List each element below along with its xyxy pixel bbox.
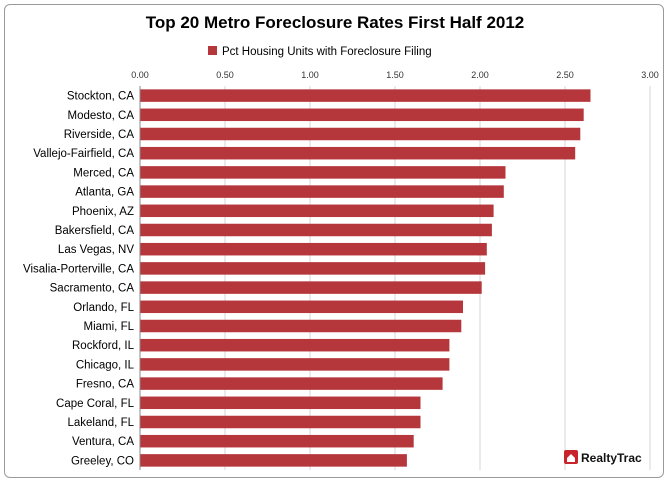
y-tick-label: Phoenix, AZ — [72, 206, 134, 218]
y-tick-label: Modesto, CA — [68, 110, 135, 122]
bars — [140, 89, 591, 467]
bar — [140, 281, 482, 294]
bar — [140, 262, 486, 275]
bar — [140, 454, 407, 467]
bar — [140, 108, 584, 122]
bar — [140, 166, 506, 179]
x-tick-label: 2.50 — [556, 70, 574, 80]
bar — [140, 358, 450, 371]
bar — [140, 89, 591, 102]
y-tick-label: Fresno, CA — [76, 379, 134, 391]
legend: Pct Housing Units with Foreclosure Filin… — [208, 46, 432, 58]
x-tick-label: 0.50 — [216, 70, 234, 80]
y-tick-label: Rockford, IL — [72, 340, 135, 352]
x-tick-label: 1.00 — [301, 70, 319, 80]
y-tick-label: Bakersfield, CA — [55, 225, 135, 237]
legend-label: Pct Housing Units with Foreclosure Filin… — [222, 46, 432, 58]
y-tick-label: Stockton, CA — [67, 91, 134, 103]
y-tick-label: Atlanta, GA — [75, 187, 134, 199]
bar — [140, 319, 462, 333]
realtytrac-logo: RealtyTrac — [564, 450, 642, 465]
y-tick-label: Visalia-Porterville, CA — [23, 263, 134, 275]
bar — [140, 223, 492, 237]
y-tick-label: Vallejo-Fairfield, CA — [33, 148, 134, 160]
y-tick-label: Las Vegas, NV — [58, 244, 134, 256]
bar — [140, 242, 487, 256]
x-tick-label: 0.00 — [131, 70, 149, 80]
y-tick-label: Lakeland, FL — [68, 417, 135, 429]
y-tick-label: Miami, FL — [84, 321, 135, 333]
y-tick-label: Cape Coral, FL — [56, 398, 135, 410]
bar — [140, 377, 443, 390]
bar — [140, 338, 450, 352]
y-tick-label: Merced, CA — [73, 167, 134, 179]
logo-text: RealtyTrac — [581, 451, 642, 465]
bar — [140, 127, 581, 141]
x-tick-label: 1.50 — [386, 70, 404, 80]
y-tick-label: Greeley, CO — [71, 455, 134, 467]
y-tick-label: Chicago, IL — [76, 359, 135, 371]
chart-title: Top 20 Metro Foreclosure Rates First Hal… — [146, 13, 525, 32]
bar — [140, 300, 463, 314]
gridlines — [139, 86, 651, 470]
y-tick-label: Riverside, CA — [64, 129, 135, 141]
bar — [140, 204, 494, 218]
house-icon — [564, 450, 578, 464]
y-tick-label: Sacramento, CA — [50, 283, 135, 295]
x-tick-label: 3.00 — [641, 70, 659, 80]
bar — [140, 185, 504, 198]
legend-swatch — [208, 46, 217, 55]
bar — [140, 434, 414, 448]
y-tick-label: Ventura, CA — [72, 436, 134, 448]
x-tick-label: 2.00 — [471, 70, 489, 80]
y-tick-label: Orlando, FL — [73, 302, 134, 314]
bar — [140, 415, 421, 429]
y-axis-labels: Stockton, CA Modesto, CA Riverside, CA Vall… — [23, 91, 135, 468]
bar — [140, 146, 576, 160]
bar — [140, 396, 421, 410]
x-axis-ticks: 0.00 0.50 1.00 1.50 2.00 2.50 3.00 — [131, 70, 659, 80]
